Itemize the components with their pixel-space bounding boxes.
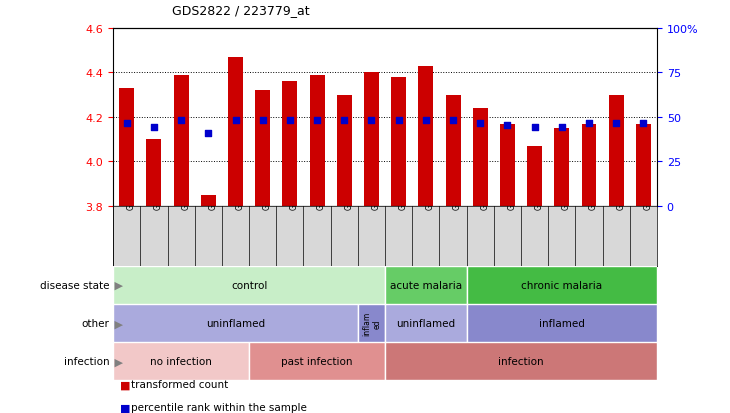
Point [366,118,377,124]
Bar [283,82,297,206]
Text: GSM183611: GSM183611 [399,164,407,209]
Bar [228,58,243,206]
Text: GSM183624: GSM183624 [345,164,353,209]
Text: GSM183619: GSM183619 [643,164,653,209]
Bar [201,195,216,206]
Text: no infection: no infection [150,356,212,366]
Point [339,118,350,124]
Point [393,118,404,124]
Text: GSM183622: GSM183622 [317,164,326,209]
Text: GSM183605: GSM183605 [127,164,136,209]
Bar [554,129,569,206]
Text: chronic malaria: chronic malaria [521,280,602,290]
Text: acute malaria: acute malaria [390,280,462,290]
Point [311,118,323,124]
Text: past infection: past infection [281,356,353,366]
Bar [445,95,461,206]
Bar [466,266,657,304]
Bar [636,124,651,206]
Point [420,118,431,124]
Point [474,120,486,126]
Text: GSM183623: GSM183623 [372,164,380,209]
Point [284,118,296,124]
Point [610,120,622,126]
Text: ▶: ▶ [111,356,123,366]
Bar [385,266,466,304]
Bar [255,91,270,206]
Text: GSM183616: GSM183616 [589,164,598,209]
Bar [358,304,385,342]
Text: percentile rank within the sample: percentile rank within the sample [131,402,307,412]
Text: inflamed: inflamed [539,318,585,328]
Text: GSM183606: GSM183606 [154,164,163,209]
Text: uninflamed: uninflamed [206,318,265,328]
Point [121,120,133,126]
Bar [466,304,657,342]
Text: GSM183610: GSM183610 [480,164,489,209]
Point [529,124,540,131]
Text: GDS2822 / 223779_at: GDS2822 / 223779_at [172,4,310,17]
Text: ■: ■ [120,402,131,412]
Bar [310,76,325,206]
Text: ▶: ▶ [111,280,123,290]
Point [447,118,459,124]
Text: infection: infection [498,356,544,366]
Point [556,124,568,131]
Bar [609,95,623,206]
Text: GSM183615: GSM183615 [562,164,571,209]
Point [257,118,269,124]
Text: GSM183607: GSM183607 [181,164,190,209]
Point [583,120,595,126]
Text: ▶: ▶ [111,318,123,328]
Text: GSM183621: GSM183621 [290,164,299,209]
Text: GSM183614: GSM183614 [534,164,544,209]
Text: inflam
ed: inflam ed [362,311,381,335]
Text: GSM183617: GSM183617 [616,164,625,209]
Point [202,130,214,137]
Point [637,120,649,126]
Bar [174,76,188,206]
Bar [119,89,134,206]
Text: ■: ■ [120,380,131,389]
Bar [527,147,542,206]
Text: other: other [82,318,110,328]
Bar [473,109,488,206]
Bar [385,304,466,342]
Point [230,118,242,124]
Bar [113,304,358,342]
Bar [147,140,161,206]
Bar [337,95,352,206]
Text: disease state: disease state [40,280,110,290]
Bar [418,66,434,206]
Text: GSM183609: GSM183609 [236,164,245,209]
Point [148,124,160,131]
Bar [391,78,406,206]
Text: GSM183613: GSM183613 [426,164,435,209]
Text: GSM183612: GSM183612 [507,164,516,209]
Bar [385,342,657,380]
Point [175,118,187,124]
Point [502,122,513,129]
Text: transformed count: transformed count [131,380,228,389]
Bar [364,73,379,206]
Text: GSM183618: GSM183618 [453,164,462,209]
Text: GSM183608: GSM183608 [208,164,218,209]
Bar [113,342,249,380]
Bar [249,342,385,380]
Text: uninflamed: uninflamed [396,318,456,328]
Bar [582,124,596,206]
Bar [500,124,515,206]
Bar [113,266,385,304]
Text: control: control [231,280,267,290]
Text: GSM183620: GSM183620 [263,164,272,209]
Text: infection: infection [64,356,110,366]
